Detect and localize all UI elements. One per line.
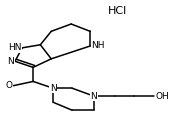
Text: HN: HN xyxy=(8,43,21,52)
Text: N: N xyxy=(50,84,56,93)
Text: N: N xyxy=(91,92,97,101)
Text: N: N xyxy=(7,57,14,66)
Text: O: O xyxy=(5,81,12,90)
Text: NH: NH xyxy=(91,42,105,50)
Text: OH: OH xyxy=(155,92,169,101)
Text: HCl: HCl xyxy=(108,6,127,16)
